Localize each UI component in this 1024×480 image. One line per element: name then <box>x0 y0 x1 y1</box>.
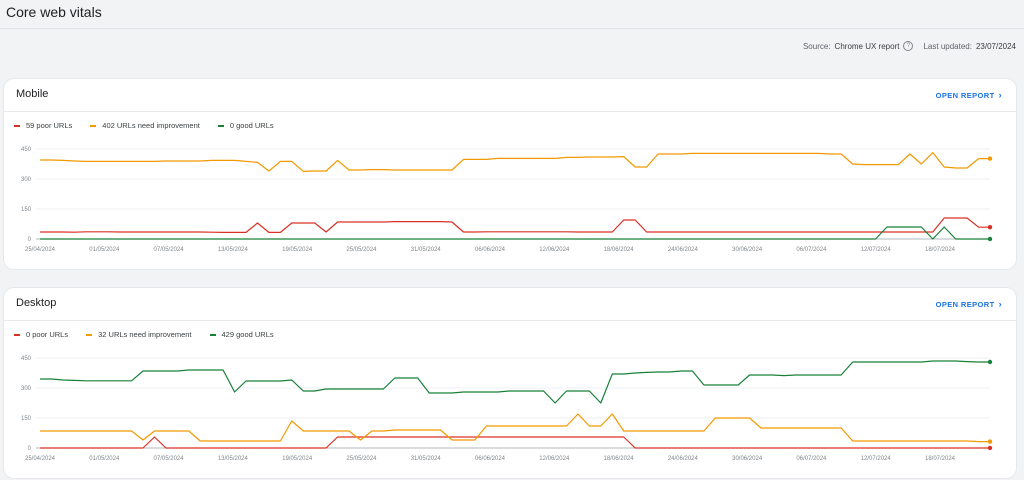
x-tick-label: 18/07/2024 <box>925 456 956 462</box>
y-tick-label: 0 <box>28 237 32 243</box>
mobile-card-header: Mobile OPEN REPORT › <box>4 79 1016 112</box>
x-tick-label: 30/06/2024 <box>732 247 763 253</box>
series-end-point-poor <box>987 445 993 451</box>
x-tick-label: 06/06/2024 <box>475 456 506 462</box>
y-tick-label: 300 <box>21 386 32 392</box>
page-title: Core web vitals <box>6 4 102 20</box>
desktop-legend: 0 poor URLs 32 URLs need improvement 429… <box>14 330 274 339</box>
y-tick-label: 0 <box>28 446 32 452</box>
y-tick-label: 150 <box>21 416 32 422</box>
mobile-card: Mobile OPEN REPORT › 59 poor URLs 402 UR… <box>4 79 1016 269</box>
series-end-point-poor <box>987 225 993 230</box>
legend-poor-label: 0 poor URLs <box>26 330 69 339</box>
series-end-point-needs <box>987 156 993 161</box>
x-tick-label: 18/07/2024 <box>925 247 956 253</box>
report-meta: Source: Chrome UX report ? Last updated:… <box>803 41 1016 51</box>
x-tick-label: 07/05/2024 <box>154 456 185 462</box>
legend-swatch-good <box>209 333 216 336</box>
series-line-good <box>40 360 990 404</box>
legend-needs-label: 402 URLs need improvement <box>102 121 200 130</box>
legend-needs-label: 32 URLs need improvement <box>98 330 192 339</box>
x-tick-label: 31/05/2024 <box>411 456 442 462</box>
x-tick-label: 12/07/2024 <box>861 247 892 253</box>
legend-needs-improvement[interactable]: 32 URLs need improvement <box>86 330 192 339</box>
series-line-poor <box>40 436 990 449</box>
legend-good-label: 0 good URLs <box>229 121 274 130</box>
x-tick-label: 01/05/2024 <box>89 247 120 253</box>
chevron-right-icon: › <box>998 299 1002 309</box>
x-tick-label: 18/06/2024 <box>604 247 635 253</box>
series-line-poor <box>40 217 990 234</box>
legend-swatch-poor <box>14 124 20 127</box>
mobile-open-report-button[interactable]: OPEN REPORT › <box>936 90 1002 100</box>
legend-good-label: 429 good URLs <box>221 330 274 339</box>
legend-poor[interactable]: 59 poor URLs <box>14 121 72 130</box>
x-tick-label: 06/07/2024 <box>796 456 827 462</box>
legend-poor[interactable]: 0 poor URLs <box>14 330 68 339</box>
x-tick-label: 07/05/2024 <box>154 247 185 253</box>
legend-swatch-good <box>217 124 224 127</box>
x-tick-label: 25/04/2024 <box>25 456 56 462</box>
y-tick-label: 450 <box>21 147 32 153</box>
y-tick-label: 150 <box>21 207 32 213</box>
title-divider <box>0 28 1024 29</box>
y-tick-label: 300 <box>21 177 32 183</box>
legend-poor-label: 59 poor URLs <box>26 121 73 130</box>
mobile-legend: 59 poor URLs 402 URLs need improvement 0… <box>14 121 274 130</box>
series-end-point-good <box>987 359 993 365</box>
open-report-label: OPEN REPORT <box>935 90 995 100</box>
x-tick-label: 18/06/2024 <box>604 456 635 462</box>
x-tick-label: 19/05/2024 <box>282 247 313 253</box>
last-updated-label: Last updated: <box>923 41 972 51</box>
series-line-good <box>40 226 990 240</box>
x-tick-label: 12/07/2024 <box>861 456 892 462</box>
x-tick-label: 13/05/2024 <box>218 456 249 462</box>
series-end-point-good <box>987 236 993 242</box>
desktop-title: Desktop <box>16 297 57 309</box>
series-line-needs <box>40 413 990 443</box>
legend-swatch-poor <box>14 333 20 336</box>
x-tick-label: 31/05/2024 <box>411 247 442 253</box>
chevron-right-icon: › <box>998 90 1002 100</box>
desktop-open-report-button[interactable]: OPEN REPORT › <box>936 299 1002 309</box>
x-tick-label: 06/06/2024 <box>475 247 506 253</box>
x-tick-label: 24/06/2024 <box>668 247 699 253</box>
series-line-needs <box>40 152 990 173</box>
help-circle-icon[interactable]: ? <box>903 41 914 51</box>
x-tick-label: 25/04/2024 <box>25 247 56 253</box>
source-label: Source: <box>802 41 831 51</box>
x-tick-label: 24/06/2024 <box>668 456 699 462</box>
desktop-chart[interactable]: 0 150 300 450 25/04/2024 01/05/2024 07/05/2024… <box>4 348 1016 478</box>
last-updated-value: 23/07/2024 <box>975 41 1016 51</box>
x-tick-label: 25/05/2024 <box>346 247 377 253</box>
x-tick-label: 19/05/2024 <box>282 456 313 462</box>
x-tick-label: 12/06/2024 <box>539 456 570 462</box>
legend-swatch-needs <box>90 124 97 127</box>
x-tick-label: 30/06/2024 <box>732 456 763 462</box>
legend-good[interactable]: 0 good URLs <box>217 121 274 130</box>
x-tick-label: 01/05/2024 <box>89 456 120 462</box>
open-report-label: OPEN REPORT <box>935 299 995 309</box>
x-tick-label: 25/05/2024 <box>346 456 377 462</box>
y-tick-label: 450 <box>21 356 32 362</box>
x-tick-label: 13/05/2024 <box>218 247 249 253</box>
desktop-card: Desktop OPEN REPORT › 0 poor URLs 32 URL… <box>4 288 1016 478</box>
legend-needs-improvement[interactable]: 402 URLs need improvement <box>90 121 200 130</box>
x-tick-label: 06/07/2024 <box>796 247 827 253</box>
source-value: Chrome UX report <box>834 41 900 51</box>
x-tick-label: 12/06/2024 <box>539 247 570 253</box>
mobile-chart[interactable]: 0 150 300 450 25/04/2024 01/05/2024 07/05/2024… <box>4 139 1016 269</box>
series-end-point-needs <box>987 439 993 444</box>
mobile-title: Mobile <box>16 88 49 100</box>
legend-good[interactable]: 429 good URLs <box>209 330 274 339</box>
desktop-card-header: Desktop OPEN REPORT › <box>4 288 1016 321</box>
legend-swatch-needs <box>86 333 93 336</box>
